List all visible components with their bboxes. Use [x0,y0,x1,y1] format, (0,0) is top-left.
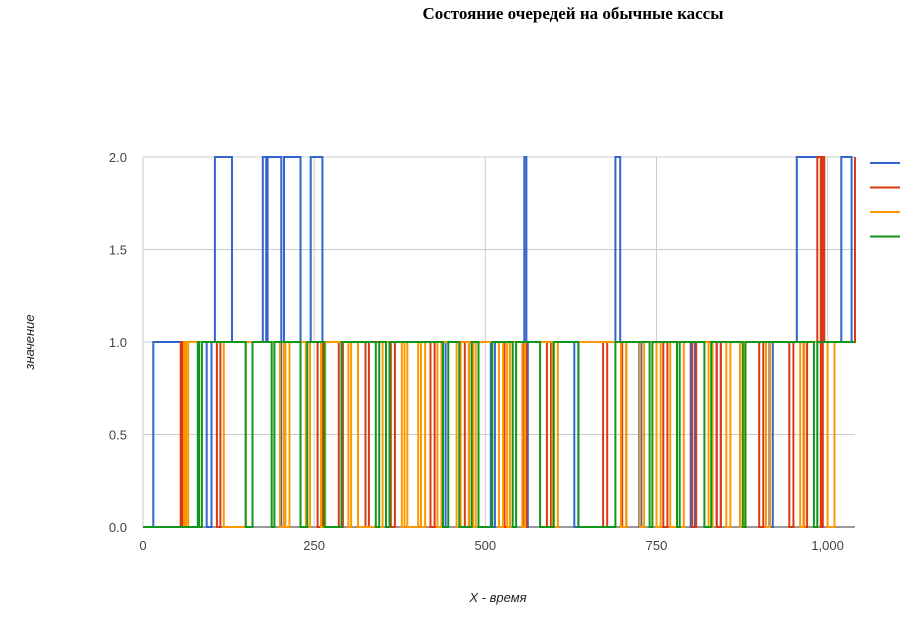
series-lines [143,156,856,528]
legend [870,162,900,238]
y-tick-label: 1.0 [109,335,127,350]
y-tick-label: 2.0 [109,150,127,165]
series-line-3 [143,341,855,528]
y-axis-title: значение [22,314,37,370]
chart-title: Состояние очередей на обычные кассы [422,4,723,23]
x-axis-title: X - время [468,590,526,605]
x-tick-label: 500 [474,538,496,553]
y-tick-label: 0.5 [109,428,127,443]
x-tick-label: 750 [646,538,668,553]
x-tick-label: 250 [303,538,325,553]
x-tick-label: 1,000 [811,538,844,553]
y-tick-label: 0.0 [109,520,127,535]
x-tick-label: 0 [139,538,146,553]
y-tick-label: 1.5 [109,243,127,258]
tick-labels: 0.0 0.5 1.0 1.5 2.0 0 250 500 750 1,000 [109,150,844,553]
series-line-4 [143,341,855,528]
